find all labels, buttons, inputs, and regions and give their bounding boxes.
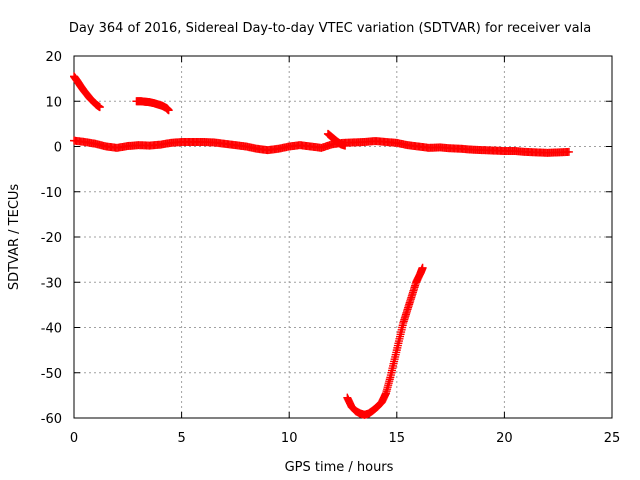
series-mid-morning-arc — [132, 97, 173, 115]
series-late-jump — [323, 129, 350, 150]
grid-lines — [74, 56, 612, 418]
y-tick-label: 20 — [45, 50, 62, 65]
data-point — [164, 106, 173, 115]
data-point — [341, 141, 350, 150]
y-tick-label: -20 — [41, 231, 62, 246]
y-axis-label: SDTVAR / TECUs — [7, 184, 22, 291]
x-tick-label: 10 — [281, 431, 298, 446]
y-tick-label: 10 — [45, 95, 62, 110]
x-tick-label: 15 — [389, 431, 406, 446]
y-tick-label: -40 — [41, 322, 62, 337]
y-tick-label: -50 — [41, 367, 62, 382]
y-tick-label: 0 — [54, 141, 62, 156]
y-tick-label: -60 — [41, 412, 62, 427]
x-tick-label: 25 — [604, 431, 621, 446]
chart-title: Day 364 of 2016, Sidereal Day-to-day VTE… — [69, 21, 591, 36]
x-tick-label: 20 — [496, 431, 513, 446]
series-early-decline — [70, 72, 104, 112]
data-point — [418, 263, 427, 272]
axis-ticks: 0 5 10 15 20 25 -60 -50 -40 -30 -20 -10 0 10 20 — [41, 50, 621, 446]
data-series — [70, 72, 573, 419]
y-tick-label: -30 — [41, 276, 62, 291]
y-tick-label: -10 — [41, 186, 62, 201]
data-point — [564, 147, 573, 156]
data-point — [95, 103, 104, 112]
x-tick-label: 5 — [177, 431, 185, 446]
series-main-trend — [70, 136, 573, 157]
x-tick-label: 0 — [70, 431, 78, 446]
x-axis-label: GPS time / hours — [285, 460, 394, 475]
series-afternoon-dip — [343, 263, 427, 419]
